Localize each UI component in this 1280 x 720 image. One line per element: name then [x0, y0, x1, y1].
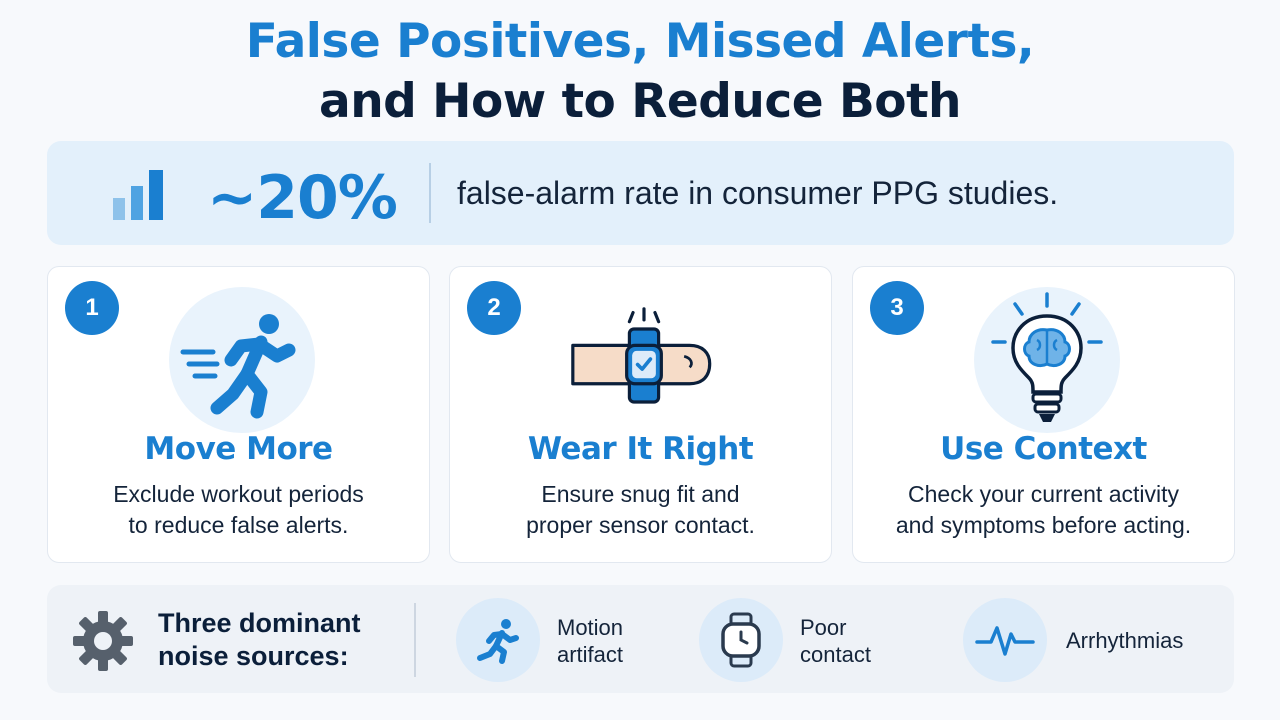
card-description-line-2: proper sensor contact.	[526, 512, 755, 538]
tip-card-move-more: 1 Move More Exclude workout periods to r…	[47, 266, 430, 563]
noise-source-label-line-2: contact	[800, 642, 871, 667]
watch-icon	[699, 598, 783, 682]
card-description: Exclude workout periods to reduce false …	[48, 479, 429, 541]
noise-label-line-1: Three dominant	[158, 608, 361, 638]
card-title: Wear It Right	[527, 431, 754, 467]
noise-source-label-line-1: Poor	[800, 615, 847, 640]
card-description-line-1: Ensure snug fit and	[541, 481, 740, 507]
title-line-2: and How to Reduce Both	[318, 74, 962, 129]
lightbulb-brain-icon	[974, 287, 1120, 433]
step-number-badge: 1	[65, 281, 119, 335]
step-number-badge: 2	[467, 281, 521, 335]
noise-source-label: Poor contact	[800, 614, 871, 668]
card-description-line-1: Exclude workout periods	[113, 481, 364, 507]
card-title: Move More	[144, 431, 333, 467]
gear-icon	[73, 611, 133, 671]
noise-source-label: Arrhythmias	[1066, 627, 1183, 654]
noise-sources-bar: Three dominant noise sources: Motion art…	[47, 585, 1234, 693]
noise-source-label-line-1: Motion	[557, 615, 624, 640]
page-title: False Positives, Missed Alerts, and How …	[0, 12, 1280, 132]
stat-banner: ~20% false-alarm rate in consumer PPG st…	[47, 141, 1234, 245]
card-description: Check your current activity and symptoms…	[853, 479, 1234, 541]
card-description-line-2: and symptoms before acting.	[895, 512, 1192, 538]
noise-source-label: Motion artifact	[557, 614, 623, 668]
card-description: Ensure snug fit and proper sensor contac…	[450, 479, 831, 541]
tip-card-use-context: 3 Use Context Check your current activit…	[852, 266, 1235, 563]
stat-text: false-alarm rate in consumer PPG studies…	[457, 175, 1059, 211]
stat-value: ~20%	[207, 163, 398, 233]
noise-source-label-line-1: Arrhythmias	[1066, 628, 1184, 653]
noise-label: Three dominant noise sources:	[158, 607, 361, 673]
noise-source-label-line-2: artifact	[557, 642, 624, 667]
wrist-watch-icon	[571, 287, 717, 433]
running-person-icon	[169, 287, 315, 433]
tip-card-wear-it-right: 2 Wear It Right Ensure snug fit and prop…	[449, 266, 832, 563]
bar-chart-icon	[113, 170, 163, 220]
card-title: Use Context	[940, 431, 1147, 467]
card-description-line-2: to reduce false alerts.	[128, 512, 349, 538]
title-line-1: False Positives, Missed Alerts,	[245, 14, 1035, 69]
noise-divider	[414, 603, 416, 677]
heartbeat-icon	[963, 598, 1047, 682]
stat-divider	[429, 163, 431, 223]
noise-label-line-2: noise sources:	[158, 641, 349, 671]
step-number-badge: 3	[870, 281, 924, 335]
card-description-line-1: Check your current activity	[908, 481, 1179, 507]
running-icon	[456, 598, 540, 682]
